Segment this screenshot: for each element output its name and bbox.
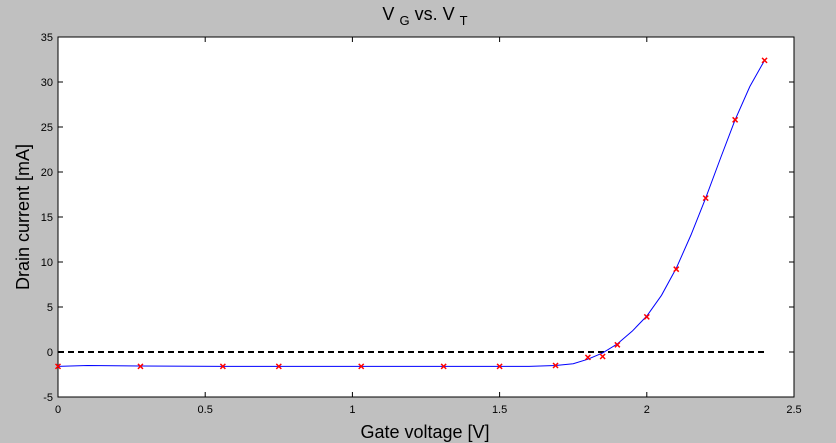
- data-point-marker: [673, 266, 680, 273]
- y-tick-label: 15: [41, 212, 53, 224]
- data-point-marker-stroke-2: [275, 363, 282, 370]
- plot-area: [57, 36, 795, 398]
- chart-title-sub-1: G: [399, 13, 409, 28]
- chart-title-middle: vs. V: [415, 4, 455, 24]
- data-point-marker: [358, 363, 365, 370]
- x-axis-label: Gate voltage [V]: [360, 422, 489, 442]
- y-tick-label: 5: [47, 302, 53, 314]
- y-axis-label: Drain current [mA]: [13, 144, 33, 290]
- data-point-marker-stroke-2: [584, 354, 591, 361]
- x-axis-ticks: 0 0.5 1 1.5 2 2.5: [55, 37, 802, 416]
- data-point-marker-stroke-2: [614, 341, 621, 348]
- data-point-marker-stroke-2: [702, 195, 709, 202]
- data-point-marker: [599, 353, 606, 360]
- data-point-marker: [219, 363, 226, 370]
- data-point-marker-stroke-2: [732, 116, 739, 123]
- x-tick-label: 1.5: [492, 404, 507, 416]
- x-tick-label: 0.5: [198, 404, 213, 416]
- data-point-marker: [643, 313, 650, 320]
- data-point-marker: [732, 116, 739, 123]
- data-point-marker-stroke-2: [496, 363, 503, 370]
- x-tick-label: 2: [644, 404, 650, 416]
- data-point-marker-stroke-2: [219, 363, 226, 370]
- data-point-marker: [584, 354, 591, 361]
- x-tick-label: 2.5: [786, 404, 801, 416]
- chart-title: V G vs. V T: [382, 4, 467, 29]
- data-point-marker: [496, 363, 503, 370]
- data-point-marker: [440, 363, 447, 370]
- data-point-marker-stroke-2: [440, 363, 447, 370]
- data-point-marker: [702, 195, 709, 202]
- data-point-marker-stroke-2: [358, 363, 365, 370]
- data-point-marker: [614, 341, 621, 348]
- data-point-marker-stroke-2: [761, 57, 768, 64]
- data-point-marker-stroke-2: [643, 313, 650, 320]
- y-tick-label: 0: [47, 347, 53, 359]
- x-tick-label: 0: [55, 404, 61, 416]
- data-point-marker-stroke-2: [673, 266, 680, 273]
- y-tick-label: 30: [41, 77, 53, 89]
- series-layer: [54, 57, 768, 370]
- y-axis-ticks: -5 0 5 10 15 20 25 30 35: [41, 32, 794, 404]
- y-tick-label: 35: [41, 32, 53, 44]
- data-point-marker: [137, 363, 144, 370]
- data-point-marker: [761, 57, 768, 64]
- data-point-marker: [275, 363, 282, 370]
- data-point-marker: [54, 363, 62, 370]
- y-tick-label: 10: [41, 257, 53, 269]
- chart-title-main-1: V: [382, 4, 394, 24]
- y-tick-label: -5: [43, 392, 53, 404]
- data-point-marker-stroke-2: [599, 353, 606, 360]
- chart-title-sub-2: T: [460, 13, 468, 28]
- y-tick-label: 20: [41, 167, 53, 179]
- data-point-marker: [552, 362, 559, 369]
- data-point-marker-stroke-2: [137, 363, 144, 370]
- x-tick-label: 1: [349, 404, 355, 416]
- data-point-marker-stroke-2: [552, 362, 559, 369]
- data-point-marker-stroke-2: [54, 363, 62, 370]
- y-tick-label: 25: [41, 122, 53, 134]
